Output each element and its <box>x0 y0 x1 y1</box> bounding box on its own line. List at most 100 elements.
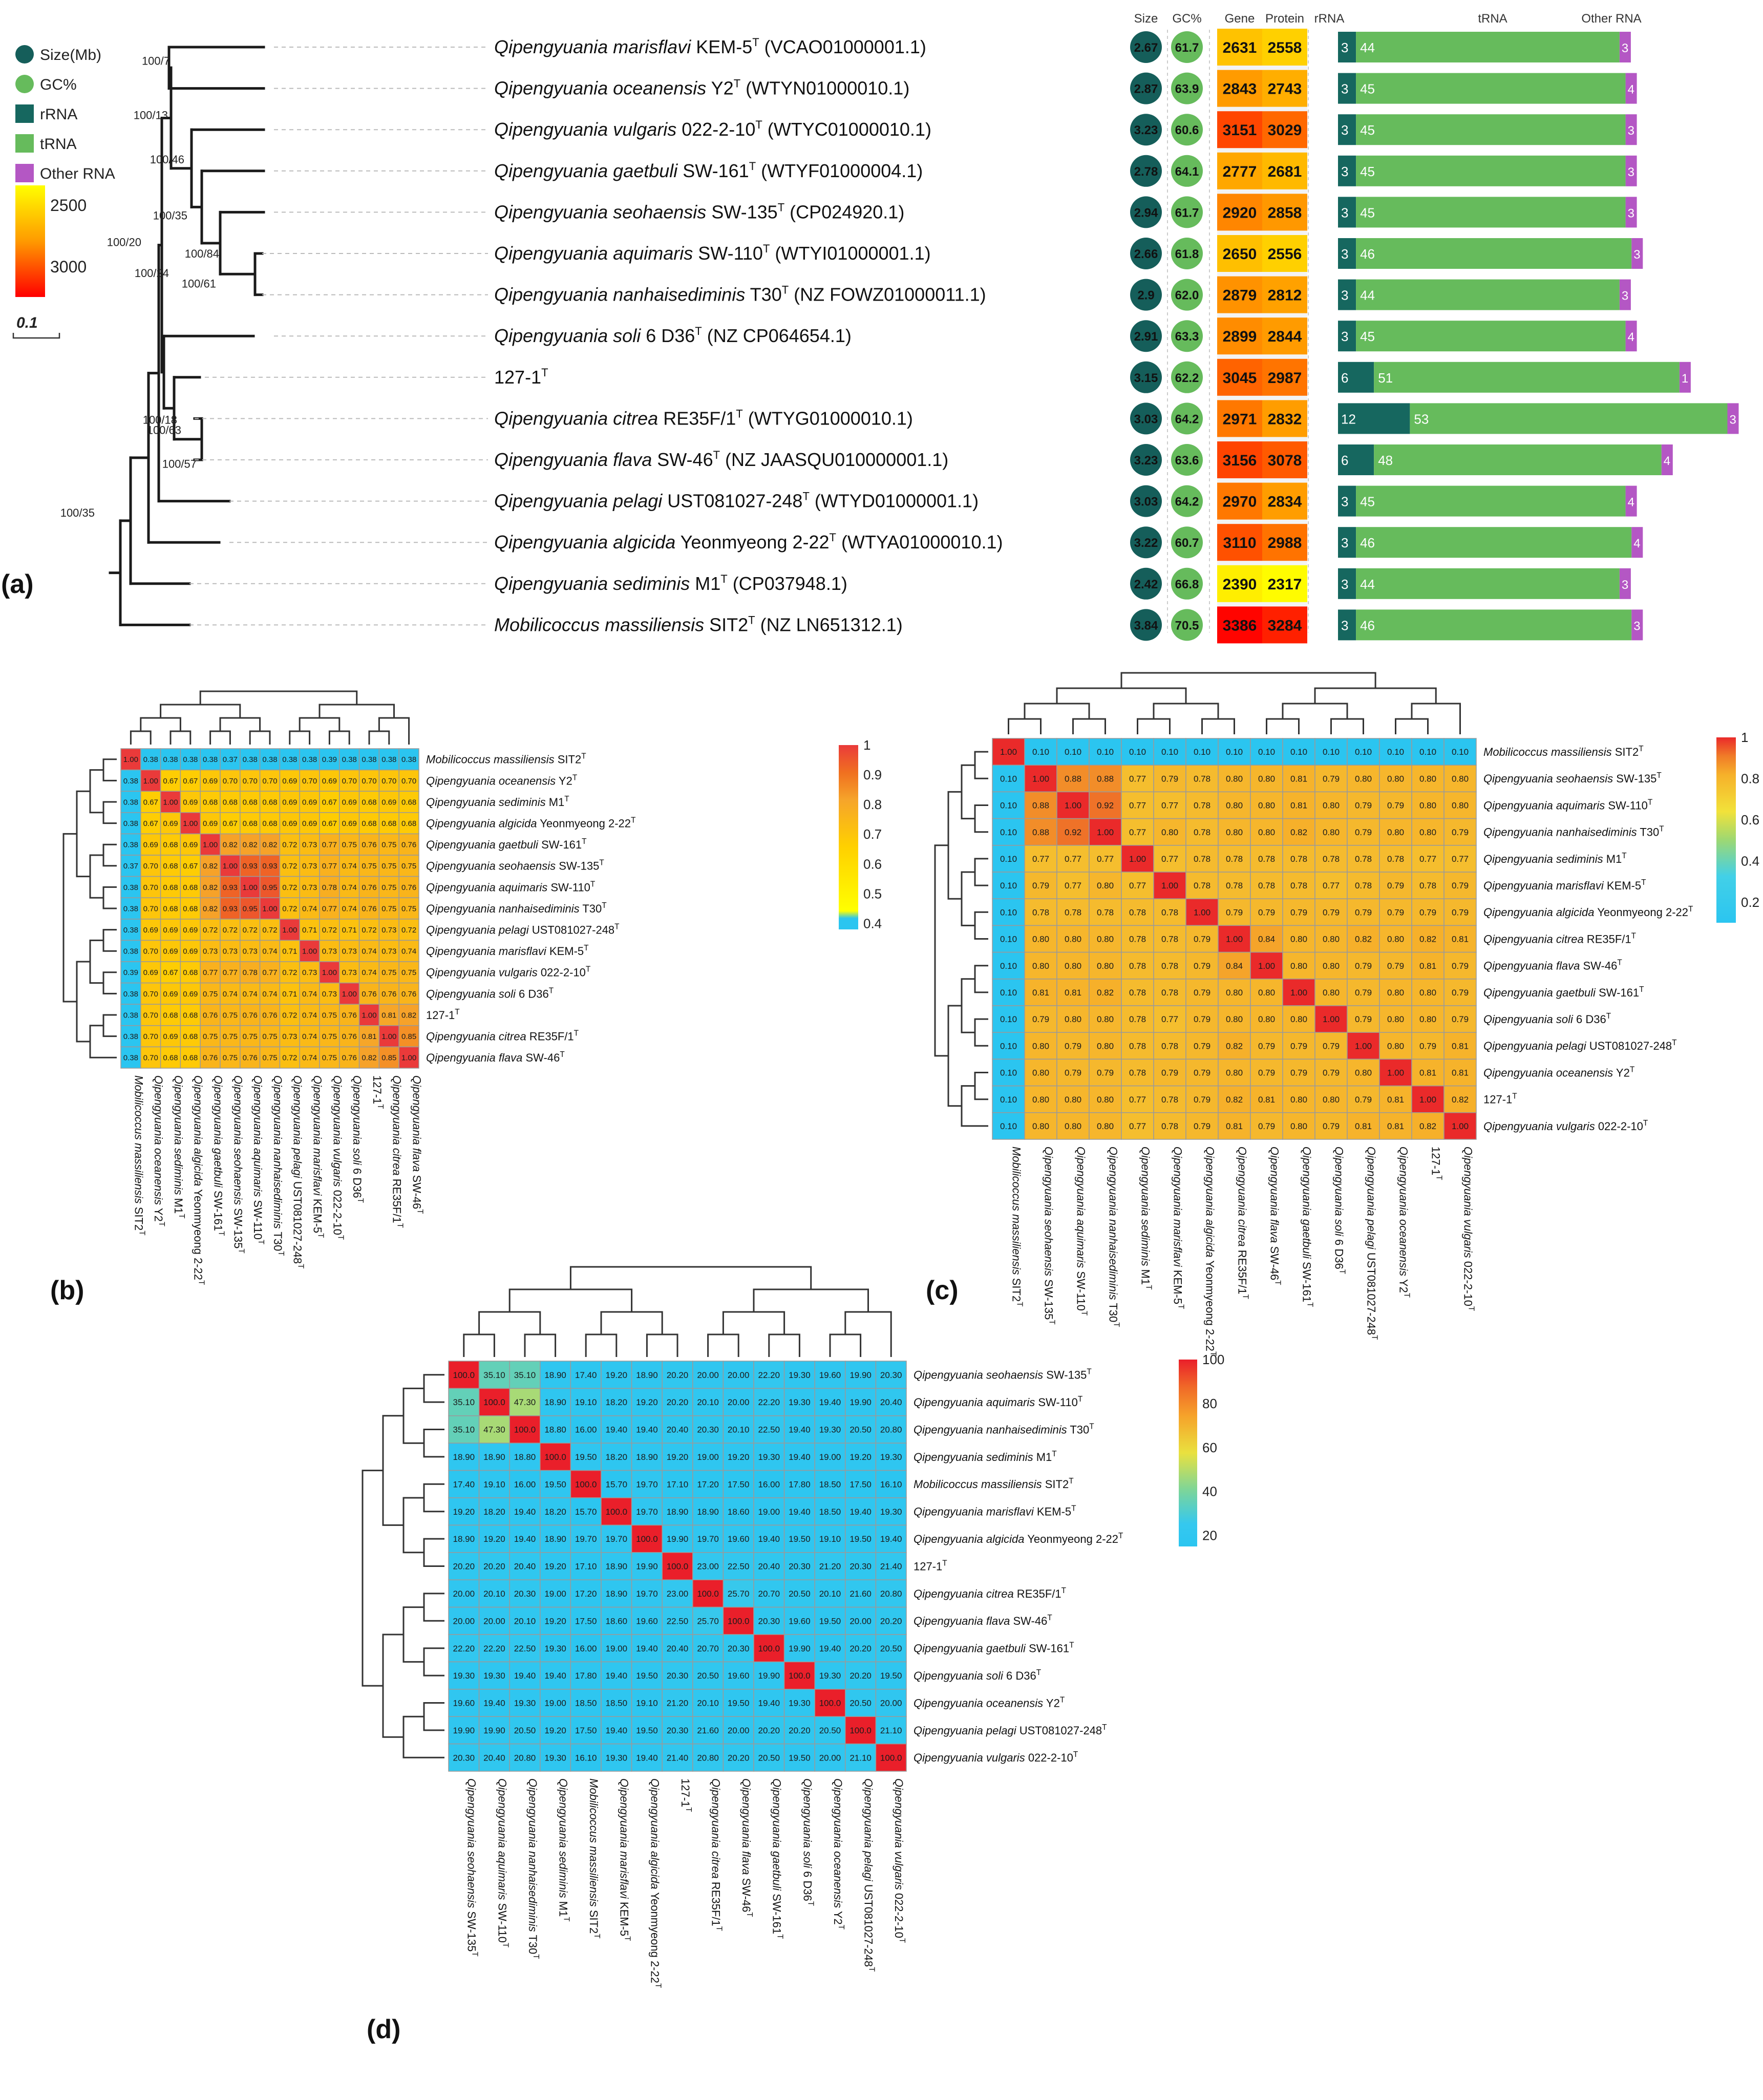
heatmap-cell <box>992 872 1025 899</box>
heatmap-cell-value: 0.69 <box>163 1032 178 1041</box>
heatmap-cell-value: 0.72 <box>282 883 297 892</box>
heatmap-cell-value: 19.00 <box>544 1589 566 1599</box>
heatmap-cell <box>160 748 181 771</box>
heatmap-cell <box>279 982 300 1005</box>
heatmap-cell <box>220 897 241 920</box>
heatmap-row-label: Qipengyuania nanhaisediminis T30T <box>1483 825 1664 839</box>
col-header-trna: tRNA <box>1478 12 1507 26</box>
heatmap-cell-value: 0.78 <box>1161 1041 1178 1051</box>
gene-value: 2971 <box>1223 411 1257 428</box>
heatmap-cell-value: 1.00 <box>143 777 158 786</box>
heatmap-cell-value: 0.80 <box>1323 828 1340 837</box>
heatmap-cell <box>478 1524 510 1553</box>
heatmap-cell <box>140 1004 161 1026</box>
heatmap-row-label: Qipengyuania oceanensis Y2T <box>426 773 578 787</box>
heatmap-cell-value: 1.00 <box>282 926 297 935</box>
heatmap-cell <box>1443 898 1477 926</box>
heatmap-cell-value: 1.00 <box>342 990 357 999</box>
heatmap-cell-value: 25.70 <box>697 1616 719 1626</box>
heatmap-cell <box>1024 738 1057 766</box>
heatmap-cell-value: 0.69 <box>143 926 158 935</box>
heatmap-cell-value: 19.60 <box>728 1534 750 1544</box>
taxon-label: Qipengyuania nanhaisediminis T30T (NZ FO… <box>494 284 986 305</box>
heatmap-cell <box>1347 898 1380 926</box>
heatmap-cell-value: 0.74 <box>302 1054 317 1063</box>
heatmap-cell-value: 0.69 <box>342 819 357 828</box>
size-value: 3.03 <box>1134 495 1158 509</box>
heatmap-cell-value: 0.79 <box>1419 1041 1436 1051</box>
heatmap-cell <box>1121 791 1154 819</box>
dendrogram-top-branch <box>160 704 241 718</box>
heatmap-col-label: Qipengyuania seohaensis SW-135T <box>1042 1147 1056 1325</box>
heatmap-cell-value: 0.79 <box>1452 881 1469 890</box>
panel-c: 1.00 0.10 0.10 0.10 0.10 0.10 0.10 0.10 0.10 0.10… <box>926 672 1759 1356</box>
heatmap-cell <box>1282 1005 1315 1033</box>
heatmap-cell <box>662 1497 693 1526</box>
heatmap-cell-value: 16.10 <box>880 1479 902 1489</box>
heatmap-cell-value: 19.50 <box>789 1534 811 1544</box>
heatmap-cell <box>1056 1085 1090 1113</box>
gene-cell <box>1217 358 1262 396</box>
heatmap-cell <box>875 1470 907 1498</box>
heatmap-cell <box>120 982 141 1005</box>
trna-value: 46 <box>1360 618 1375 633</box>
heatmap-cell <box>378 812 399 835</box>
heatmap-cell-value: 0.79 <box>1452 988 1469 998</box>
heatmap-cell-value: 0.77 <box>322 904 337 913</box>
heatmap-cell-value: 0.75 <box>401 968 416 977</box>
heatmap-cell-value: 0.95 <box>262 883 277 892</box>
heatmap-cell-value: 1.00 <box>1194 907 1210 917</box>
heatmap-cell-value: 19.30 <box>514 1699 536 1708</box>
dendrogram-left-branch <box>947 791 962 900</box>
heatmap-cell <box>1185 1112 1219 1140</box>
heatmap-cell-value: 0.69 <box>163 990 178 999</box>
heatmap-cell <box>631 1361 663 1389</box>
heatmap-cell-value: 20.10 <box>728 1425 750 1435</box>
heatmap-cell-value: 0.75 <box>322 1032 337 1041</box>
heatmap-col-label: Qipengyuania oceanensis Y2T <box>152 1075 166 1227</box>
heatmap-cell-value: 0.77 <box>322 841 337 850</box>
heatmap-cell-value: 0.79 <box>1032 881 1049 890</box>
size-circle <box>1130 526 1162 559</box>
heatmap-cell-value: 20.20 <box>849 1671 872 1681</box>
heatmap-cell-value: 0.80 <box>1290 1014 1307 1024</box>
heatmap-cell-value: 19.20 <box>544 1726 566 1735</box>
heatmap-cell-value: 20.30 <box>880 1370 902 1380</box>
heatmap-cell-value: 0.78 <box>1129 1041 1146 1051</box>
heatmap-cell-value: 0.88 <box>1065 774 1081 783</box>
heatmap-col-label: Mobilicoccus massiliensis SIT2T <box>132 1075 146 1236</box>
heatmap-cell-value: 18.90 <box>453 1534 475 1544</box>
heatmap-cell-value: 0.67 <box>143 798 158 807</box>
heatmap-cell-value: 0.73 <box>302 968 317 977</box>
heatmap-row-label: Qipengyuania soli 6 D36T <box>914 1668 1042 1682</box>
heatmap-cell-value: 0.70 <box>143 883 158 892</box>
colorbar-tick-label: 0.6 <box>1741 812 1759 828</box>
tree-node-support-label: 100/24 <box>135 267 169 280</box>
heatmap-cell-value: 20.80 <box>514 1753 536 1763</box>
heatmap-cell <box>723 1361 754 1389</box>
heatmap-cell-value: 0.76 <box>401 883 416 892</box>
heatmap-cell <box>1056 1032 1090 1060</box>
size-circle <box>1130 609 1162 641</box>
heatmap-cell-value: 19.40 <box>789 1507 811 1517</box>
heatmap-cell <box>662 1415 693 1444</box>
heatmap-cell-value: 1.00 <box>401 1054 416 1063</box>
heatmap-cell-value: 19.10 <box>636 1699 658 1708</box>
heatmap-cell-value: 20.50 <box>789 1589 811 1599</box>
heatmap-cell-value: 0.93 <box>262 862 277 871</box>
heatmap-cell <box>1443 1058 1477 1087</box>
heatmap-cell <box>1089 1112 1122 1140</box>
heatmap-cell-value: 0.10 <box>1419 747 1436 757</box>
other-rna-bar <box>1625 73 1637 104</box>
heatmap-cell-value: 20.30 <box>697 1425 719 1435</box>
heatmap-cell <box>509 1524 541 1553</box>
heatmap-cell-value: 0.73 <box>381 947 396 956</box>
heatmap-cell-value: 0.77 <box>1129 881 1146 890</box>
heatmap-cell-value: 0.69 <box>183 841 198 850</box>
heatmap-cell <box>1282 925 1315 953</box>
heatmap-cell-value: 0.10 <box>1000 1121 1017 1131</box>
heatmap-cell-value: 0.10 <box>1000 801 1017 811</box>
heatmap-cell <box>540 1634 571 1663</box>
heatmap-cell-value: 19.20 <box>453 1507 475 1517</box>
gene-cell <box>1217 441 1262 478</box>
